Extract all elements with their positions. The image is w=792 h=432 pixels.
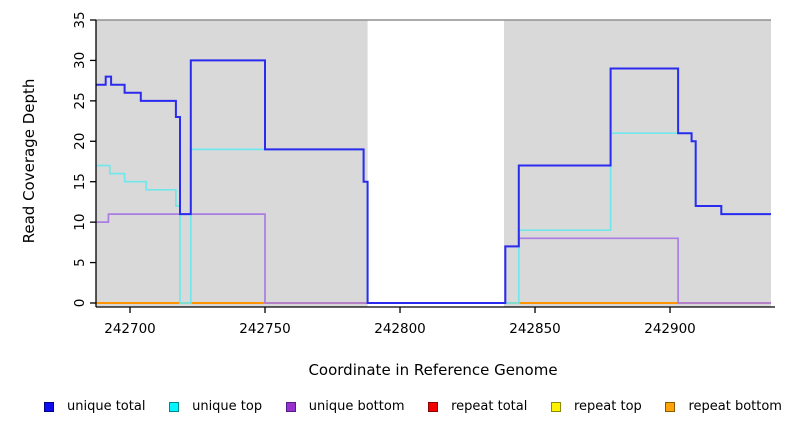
x-tick-label: 242800	[374, 321, 426, 337]
legend-label-repeat-total: repeat total	[451, 399, 528, 414]
x-axis-title: Coordinate in Reference Genome	[308, 361, 558, 379]
legend-swatch-unique-bottom	[285, 401, 296, 412]
legend-label-unique-bottom: unique bottom	[308, 399, 405, 414]
x-tick-label: 242750	[239, 321, 291, 337]
x-tick-label: 242850	[509, 321, 561, 337]
legend-swatch-repeat-bottom	[665, 401, 676, 412]
legend-item-unique-bottom: unique bottom	[285, 399, 405, 414]
y-tick-label: 10	[72, 214, 88, 231]
legend-label-unique-total: unique total	[67, 399, 146, 414]
legend-item-unique-top: unique top	[169, 399, 262, 414]
legend-label-repeat-bottom: repeat bottom	[688, 399, 782, 414]
legend-swatch-unique-total	[44, 401, 54, 412]
legend-swatch-unique-top	[169, 401, 180, 412]
y-tick-label: 5	[72, 258, 88, 267]
y-axis-title: Read Coverage Depth	[20, 78, 38, 244]
legend-item-repeat-total: repeat total	[428, 399, 527, 414]
series-unique-total	[96, 59, 771, 304]
legend-swatch-repeat-total	[428, 401, 439, 412]
y-tick-label: 15	[72, 173, 88, 190]
legend-label-repeat-top: repeat top	[574, 399, 642, 414]
x-tick-label: 242700	[104, 321, 156, 337]
shaded-region	[96, 20, 368, 307]
legend: unique total unique top unique bottom re…	[0, 399, 792, 414]
legend-item-unique-total: unique total	[44, 399, 145, 414]
shaded-region	[503, 20, 771, 307]
y-tick-label: 20	[72, 133, 88, 150]
legend-item-repeat-top: repeat top	[551, 399, 642, 414]
y-tick-label: 30	[72, 52, 88, 69]
y-tick-label: 25	[72, 92, 88, 109]
legend-item-repeat-bottom: repeat bottom	[665, 399, 782, 414]
y-tick-label: 35	[72, 11, 88, 28]
legend-swatch-repeat-top	[551, 401, 561, 412]
y-tick-label: 0	[72, 299, 88, 308]
legend-label-unique-top: unique top	[192, 399, 263, 414]
x-tick-label: 242900	[644, 321, 696, 337]
